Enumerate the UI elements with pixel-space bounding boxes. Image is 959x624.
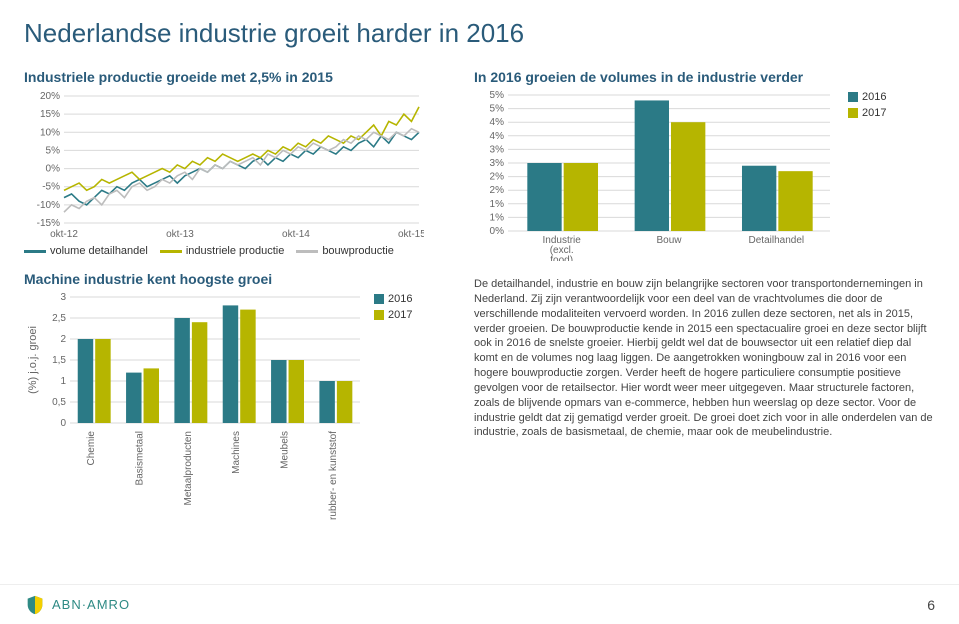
legend-item: volume detailhandel xyxy=(24,245,148,257)
svg-text:1,5: 1,5 xyxy=(52,355,66,366)
svg-text:Chemie: Chemie xyxy=(86,431,97,466)
body-text: De detailhandel, industrie en bouw zijn … xyxy=(474,277,935,440)
machine-chart: (%) j.o.j. groei 3 2,5 2 1,5 1 0,5 0 Chemie Basis… xyxy=(24,293,364,533)
svg-text:Machines: Machines xyxy=(231,431,242,474)
svg-text:1%: 1% xyxy=(490,212,505,223)
svg-text:Meubels: Meubels xyxy=(280,431,291,469)
svg-text:okt-14: okt-14 xyxy=(282,229,310,240)
footer: ABN·AMRO 6 xyxy=(0,584,959,624)
grouped-chart-title: In 2016 groeien de volumes in de industr… xyxy=(474,69,935,85)
svg-text:10%: 10% xyxy=(40,127,60,138)
svg-text:(%) j.o.j. groei: (%) j.o.j. groei xyxy=(27,326,39,394)
svg-text:0: 0 xyxy=(60,418,66,429)
svg-text:1: 1 xyxy=(60,376,66,387)
svg-text:5%: 5% xyxy=(46,145,61,156)
shield-icon xyxy=(24,594,46,616)
svg-text:0%: 0% xyxy=(490,226,505,237)
svg-text:4%: 4% xyxy=(490,117,505,128)
svg-text:2: 2 xyxy=(60,334,66,345)
svg-text:okt-13: okt-13 xyxy=(166,229,194,240)
legend-item: 2016 xyxy=(848,91,886,103)
line-chart-legend: volume detailhandel industriele productie… xyxy=(24,245,444,257)
svg-text:-10%: -10% xyxy=(37,200,60,211)
page-number: 6 xyxy=(927,597,935,613)
legend-item: bouwproductie xyxy=(296,245,394,257)
svg-text:3%: 3% xyxy=(490,158,505,169)
svg-text:5%: 5% xyxy=(490,104,505,115)
svg-text:-15%: -15% xyxy=(37,218,60,229)
svg-text:5%: 5% xyxy=(490,91,505,101)
line-chart: -15% -10% -5% 0% 5% 10% 15% 20% okt-12 okt-13 okt-… xyxy=(24,91,424,241)
svg-text:Basismetaal: Basismetaal xyxy=(135,431,146,485)
legend-item: 2017 xyxy=(848,107,886,119)
svg-text:rubber- en kunststof: rubber- en kunststof xyxy=(328,431,339,520)
svg-text:20%: 20% xyxy=(40,91,60,102)
svg-text:2%: 2% xyxy=(490,172,505,183)
svg-text:2%: 2% xyxy=(490,185,505,196)
svg-text:Metaalproducten: Metaalproducten xyxy=(183,431,194,506)
svg-text:3%: 3% xyxy=(490,144,505,155)
body-text-block: De detailhandel, industrie en bouw zijn … xyxy=(474,271,935,533)
machine-chart-title: Machine industrie kent hoogste groei xyxy=(24,271,444,287)
grouped-chart-block: In 2016 groeien de volumes in de industr… xyxy=(474,69,935,261)
grouped-chart-legend: 2016 2017 xyxy=(848,91,886,119)
machine-chart-block: Machine industrie kent hoogste groei (%)… xyxy=(24,271,444,533)
svg-text:0%: 0% xyxy=(46,164,61,175)
legend-item: 2016 xyxy=(374,293,412,305)
svg-text:3: 3 xyxy=(60,293,66,303)
svg-text:-5%: -5% xyxy=(42,182,60,193)
svg-text:2,5: 2,5 xyxy=(52,313,66,324)
svg-text:Bouw: Bouw xyxy=(656,235,682,246)
svg-text:okt-15: okt-15 xyxy=(398,229,424,240)
grouped-chart: 5%5%4%4%3%3%2%2%1%1%0%Industrie(excl.foo… xyxy=(474,91,834,261)
svg-text:4%: 4% xyxy=(490,131,505,142)
page-title: Nederlandse industrie groeit harder in 2… xyxy=(24,18,935,49)
svg-text:food): food) xyxy=(550,255,573,261)
svg-text:0,5: 0,5 xyxy=(52,397,66,408)
svg-text:okt-12: okt-12 xyxy=(50,229,78,240)
machine-chart-legend: 2016 2017 xyxy=(374,293,412,321)
svg-text:Detailhandel: Detailhandel xyxy=(749,235,805,246)
svg-text:1%: 1% xyxy=(490,199,505,210)
svg-text:15%: 15% xyxy=(40,109,60,120)
legend-item: 2017 xyxy=(374,309,412,321)
line-chart-block: Industriele productie groeide met 2,5% i… xyxy=(24,69,444,261)
legend-item: industriele productie xyxy=(160,245,284,257)
line-chart-title: Industriele productie groeide met 2,5% i… xyxy=(24,69,444,85)
brand-text: ABN·AMRO xyxy=(52,597,130,612)
brand-logo: ABN·AMRO xyxy=(24,594,130,616)
